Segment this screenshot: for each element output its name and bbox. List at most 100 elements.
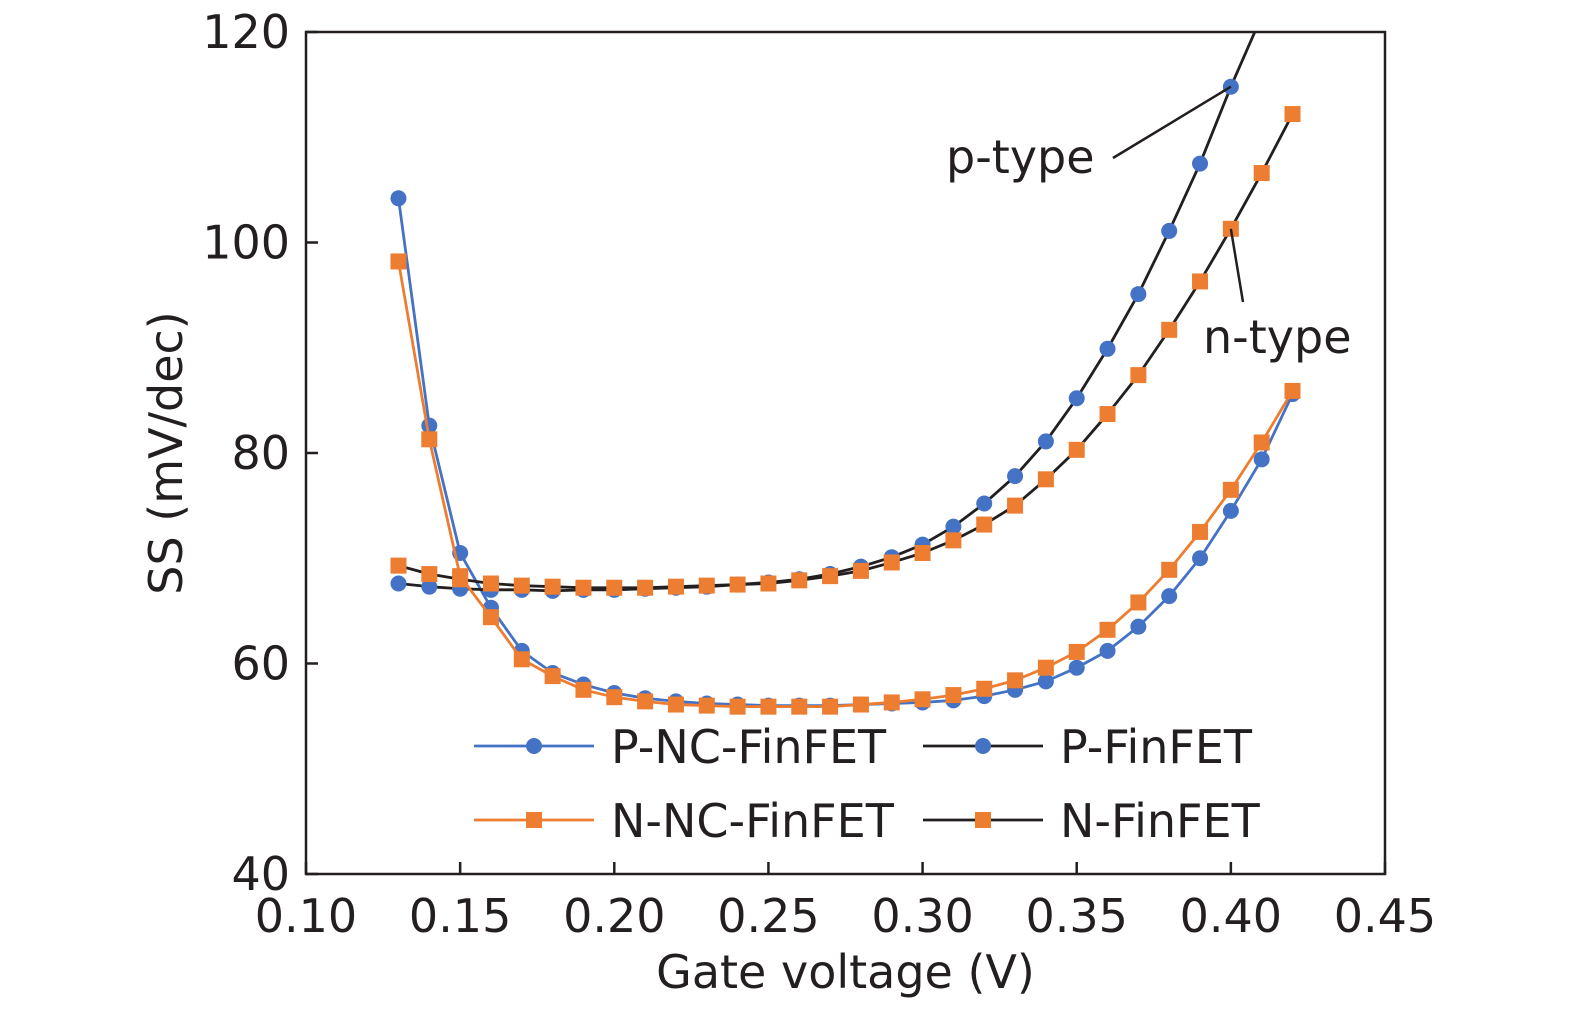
data-point-n-nc-finfet bbox=[760, 698, 777, 715]
data-point-p-finfet bbox=[976, 495, 993, 512]
data-point-n-nc-finfet bbox=[1037, 659, 1054, 676]
x-tick-label: 0.10 bbox=[255, 889, 357, 943]
y-tick-label: 40 bbox=[231, 847, 290, 901]
data-point-n-finfet bbox=[1099, 406, 1116, 423]
data-point-n-finfet bbox=[575, 579, 592, 596]
data-point-n-nc-finfet bbox=[421, 431, 438, 448]
data-point-n-finfet bbox=[452, 571, 469, 588]
data-point-n-nc-finfet bbox=[575, 681, 592, 698]
data-point-n-nc-finfet bbox=[482, 609, 499, 626]
data-point-n-nc-finfet bbox=[791, 698, 808, 715]
data-point-p-nc-finfet bbox=[1222, 502, 1239, 519]
data-point-n-nc-finfet bbox=[914, 691, 931, 708]
data-point-n-finfet bbox=[482, 575, 499, 592]
data-point-n-nc-finfet bbox=[606, 689, 623, 706]
data-point-n-finfet bbox=[513, 577, 530, 594]
series-line-n-finfet bbox=[398, 113, 1294, 590]
data-point-n-nc-finfet bbox=[822, 698, 839, 715]
x-tick-label: 0.30 bbox=[871, 889, 973, 943]
y-tick-label: 120 bbox=[202, 5, 290, 59]
data-point-n-finfet bbox=[883, 554, 900, 571]
legend-item-n-finfet: N-FinFET bbox=[923, 794, 1261, 848]
legend-label-n-finfet: N-FinFET bbox=[1060, 794, 1261, 848]
data-point-n-finfet bbox=[421, 566, 438, 583]
data-point-n-nc-finfet bbox=[698, 697, 715, 714]
data-point-n-finfet bbox=[1192, 273, 1209, 290]
data-point-n-nc-finfet bbox=[667, 696, 684, 713]
data-point-n-nc-finfet bbox=[1130, 594, 1147, 611]
data-point-n-finfet bbox=[606, 579, 623, 596]
legend-label-p-nc-finfet: P-NC-FinFET bbox=[611, 720, 887, 774]
annotation-n-type-leader bbox=[1229, 228, 1245, 303]
x-tick-label: 0.25 bbox=[717, 889, 819, 943]
data-point-p-nc-finfet bbox=[1253, 451, 1270, 468]
data-point-n-nc-finfet bbox=[1099, 621, 1116, 638]
data-point-p-nc-finfet bbox=[1130, 618, 1147, 635]
x-tick-label: 0.45 bbox=[1334, 889, 1436, 943]
y-tick-label: 60 bbox=[231, 637, 290, 691]
x-axis-title: Gate voltage (V) bbox=[656, 945, 1035, 999]
series-line-p-nc-finfet bbox=[397, 198, 1294, 707]
data-point-p-finfet bbox=[1161, 222, 1178, 239]
data-point-n-finfet bbox=[390, 557, 407, 574]
data-point-n-finfet bbox=[760, 575, 777, 592]
x-tick-label: 0.40 bbox=[1180, 889, 1282, 943]
data-point-n-nc-finfet bbox=[852, 696, 869, 713]
data-point-n-finfet bbox=[945, 532, 962, 549]
annotation-p-type: p-type bbox=[946, 130, 1095, 184]
data-point-p-finfet bbox=[945, 518, 962, 535]
data-point-p-finfet bbox=[390, 575, 407, 592]
x-tick-label: 0.35 bbox=[1026, 889, 1128, 943]
legend-marker-p-finfet bbox=[975, 738, 991, 754]
y-tick-label: 80 bbox=[231, 426, 290, 480]
data-point-n-finfet bbox=[1253, 165, 1270, 182]
data-point-n-finfet bbox=[791, 572, 808, 589]
data-point-p-finfet bbox=[1254, 8, 1270, 24]
series-p-finfet bbox=[390, 8, 1270, 599]
data-point-n-nc-finfet bbox=[1192, 523, 1209, 540]
data-point-n-finfet bbox=[698, 577, 715, 594]
data-point-p-finfet bbox=[1130, 286, 1147, 303]
data-point-n-finfet bbox=[1161, 321, 1178, 338]
data-point-n-nc-finfet bbox=[637, 693, 654, 710]
data-point-p-nc-finfet bbox=[1161, 588, 1178, 605]
y-axis-title: SS (mV/dec) bbox=[139, 311, 193, 594]
data-point-n-nc-finfet bbox=[1007, 672, 1024, 689]
annotation-n-type: n-type bbox=[1203, 310, 1352, 364]
data-point-n-nc-finfet bbox=[883, 694, 900, 711]
series-p-nc-finfet bbox=[390, 190, 1301, 714]
data-point-p-finfet bbox=[1192, 155, 1209, 172]
legend-label-p-finfet: P-FinFET bbox=[1060, 720, 1253, 774]
y-tick-label: 100 bbox=[202, 216, 290, 270]
data-point-n-nc-finfet bbox=[945, 687, 962, 704]
data-point-n-nc-finfet bbox=[1253, 434, 1270, 451]
data-point-n-nc-finfet bbox=[544, 668, 561, 685]
legend-label-n-nc-finfet: N-NC-FinFET bbox=[611, 794, 895, 848]
data-point-n-finfet bbox=[1007, 497, 1024, 514]
data-point-p-finfet bbox=[1037, 433, 1054, 450]
data-point-p-nc-finfet bbox=[1099, 642, 1116, 659]
data-point-n-finfet bbox=[914, 544, 931, 561]
data-point-p-finfet bbox=[421, 578, 438, 595]
legend-marker-n-finfet bbox=[975, 812, 991, 828]
data-point-n-nc-finfet bbox=[1161, 561, 1178, 578]
data-point-p-nc-finfet bbox=[1068, 659, 1085, 676]
legend-marker-p-nc-finfet bbox=[526, 738, 542, 754]
data-point-n-finfet bbox=[667, 578, 684, 595]
data-point-n-finfet bbox=[976, 516, 993, 533]
data-point-p-nc-finfet bbox=[390, 190, 407, 207]
data-point-p-nc-finfet bbox=[1192, 550, 1209, 567]
data-point-n-finfet bbox=[1068, 441, 1085, 458]
data-point-n-finfet bbox=[852, 562, 869, 579]
data-point-n-finfet bbox=[637, 579, 654, 596]
data-point-n-nc-finfet bbox=[1068, 643, 1085, 660]
data-point-n-nc-finfet bbox=[390, 253, 407, 270]
data-point-n-nc-finfet bbox=[1222, 481, 1239, 498]
legend-item-p-finfet: P-FinFET bbox=[923, 720, 1253, 774]
data-point-n-finfet bbox=[1037, 471, 1054, 488]
legend-marker-n-nc-finfet bbox=[526, 812, 542, 828]
legend-item-p-nc-finfet: P-NC-FinFET bbox=[474, 720, 887, 774]
data-point-p-nc-finfet bbox=[1037, 673, 1054, 690]
data-point-p-finfet bbox=[1068, 390, 1085, 407]
